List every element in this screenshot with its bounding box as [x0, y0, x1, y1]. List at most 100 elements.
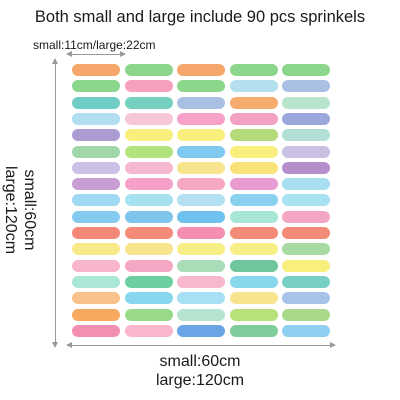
sprinkle-pill — [177, 161, 225, 174]
sprinkle-pill — [124, 129, 173, 142]
width-arrow-left-icon — [66, 342, 72, 348]
sprinkle-pill — [282, 80, 330, 93]
sprinkle-pill — [282, 129, 330, 142]
width-dimension-line — [70, 345, 332, 346]
sprinkle-pill — [72, 96, 120, 109]
sprinkle-pill — [177, 129, 225, 142]
sprinkle-pill — [72, 145, 120, 158]
sprinkle-pill — [124, 324, 173, 337]
width-arrow-right-icon — [330, 342, 336, 348]
sprinkle-pill — [124, 161, 173, 174]
sprinkle-pill — [282, 227, 330, 239]
sprinkle-pill — [229, 194, 278, 207]
sprinkle-pill — [124, 112, 173, 125]
sprinkle-pill — [229, 178, 278, 191]
sprinkle-pill — [229, 112, 278, 125]
sprinkle-pill — [229, 145, 278, 158]
sprinkle-pill — [124, 145, 173, 158]
sprinkle-pill — [72, 324, 120, 337]
sprinkle-pill — [124, 80, 173, 93]
sprinkle-pill — [124, 227, 173, 239]
sprinkle-pill — [72, 292, 120, 305]
unit-arrow-left-icon — [66, 51, 72, 57]
sprinkle-pill — [124, 292, 173, 305]
sprinkle-pill — [177, 145, 225, 158]
sprinkle-pill — [72, 80, 120, 93]
width-label: small:60cm large:120cm — [0, 352, 400, 390]
sprinkle-pill — [124, 194, 173, 207]
sprinkle-pill — [177, 64, 225, 76]
sprinkle-pill — [229, 324, 278, 337]
sprinkle-pill — [229, 275, 278, 288]
sprinkle-pill — [282, 178, 330, 191]
sprinkle-pill — [72, 259, 120, 272]
unit-size-label: small:11cm/large:22cm — [33, 38, 156, 52]
sprinkle-pill — [72, 64, 120, 76]
product-title: Both small and large include 90 pcs spri… — [34, 8, 366, 26]
sprinkle-pill — [72, 178, 120, 191]
sprinkle-pill — [177, 178, 225, 191]
sprinkle-pill — [229, 227, 278, 239]
sprinkle-pill — [124, 210, 173, 223]
sprinkle-pill — [177, 275, 225, 288]
sprinkle-pill — [177, 112, 225, 125]
sprinkle-pill — [124, 308, 173, 321]
sprinkle-pill — [229, 210, 278, 223]
sprinkle-pill — [72, 194, 120, 207]
sprinkle-pill — [282, 96, 330, 109]
sprinkle-pill — [282, 112, 330, 125]
sprinkle-pill — [72, 308, 120, 321]
height-arrow-down-icon — [52, 342, 58, 348]
sprinkle-pill — [72, 243, 120, 256]
sprinkle-pill — [177, 243, 225, 256]
sprinkle-pill — [229, 161, 278, 174]
sprinkle-pill — [177, 308, 225, 321]
sprinkle-pill — [72, 112, 120, 125]
sprinkle-pill — [282, 308, 330, 321]
sprinkle-pill — [124, 178, 173, 191]
sprinkle-pill — [282, 161, 330, 174]
sprinkle-pill — [72, 275, 120, 288]
sprinkle-pill — [177, 210, 225, 223]
sprinkle-pill — [229, 64, 278, 76]
sprinkle-pill — [72, 129, 120, 142]
unit-dimension-line — [70, 54, 122, 55]
sprinkle-pill — [124, 275, 173, 288]
width-small-label: small:60cm — [159, 353, 241, 370]
sprinkle-pill — [124, 243, 173, 256]
sprinkle-pill — [282, 145, 330, 158]
sprinkle-pill — [282, 210, 330, 223]
sprinkle-pill — [229, 96, 278, 109]
sprinkle-pill — [177, 259, 225, 272]
sprinkle-pill — [177, 292, 225, 305]
height-dimension-line — [55, 62, 56, 344]
sprinkle-pill — [229, 292, 278, 305]
sprinkle-pill — [177, 227, 225, 239]
sprinkle-pill — [282, 243, 330, 256]
sprinkle-pill — [124, 259, 173, 272]
sprinkle-pill — [282, 275, 330, 288]
sprinkle-pill — [282, 259, 330, 272]
sprinkle-pill — [177, 96, 225, 109]
sprinkle-pill — [72, 210, 120, 223]
sprinkle-pill — [124, 96, 173, 109]
sprinkle-pill — [282, 292, 330, 305]
sprinkle-pill — [177, 324, 225, 337]
height-arrow-up-icon — [52, 58, 58, 64]
width-large-label: large:120cm — [155, 372, 245, 389]
sprinkle-pill — [229, 129, 278, 142]
sprinkle-pill — [229, 308, 278, 321]
sprinkle-pill — [72, 227, 120, 239]
sprinkle-pill — [177, 194, 225, 207]
sprinkle-pill — [282, 324, 330, 337]
sprinkle-pill — [124, 64, 173, 76]
sprinkle-pill — [229, 243, 278, 256]
unit-arrow-right-icon — [120, 51, 126, 57]
sprinkle-pill — [177, 80, 225, 93]
sprinkle-pill — [229, 259, 278, 272]
sprinkle-pill — [72, 161, 120, 174]
sprinkle-pill — [282, 194, 330, 207]
sprinkle-pill — [282, 64, 330, 76]
sprinkle-pill — [229, 80, 278, 93]
